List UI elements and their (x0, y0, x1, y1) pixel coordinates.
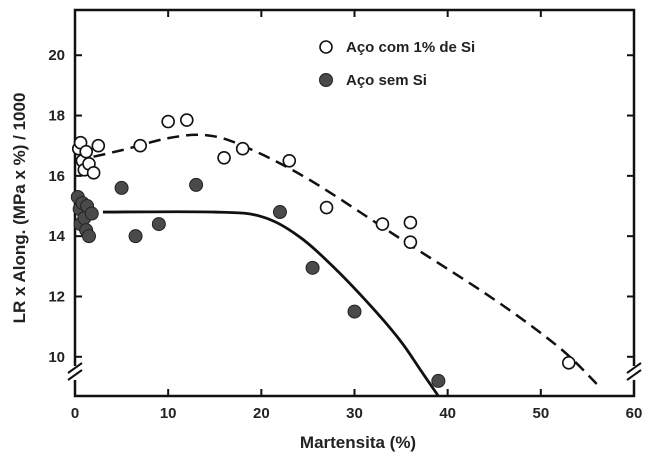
data-point-aco-com-si (217, 150, 231, 165)
data-point-aco-com-si (561, 356, 576, 370)
x-tick-label: 50 (532, 405, 549, 422)
legend-marker-aco-sem-si (319, 73, 333, 87)
data-point-aco-com-si (161, 114, 175, 129)
data-point-aco-com-si (282, 153, 297, 168)
data-point-aco-sem-si (151, 217, 166, 232)
data-point-aco-sem-si (128, 229, 143, 244)
y-tick-label: 12 (48, 288, 65, 305)
x-tick-label: 40 (439, 405, 456, 422)
plot-layer: 0 10 20 30 40 50 60 10 12 14 16 18 20 Aço com 1% de S… (48, 8, 643, 422)
plot-frame (73, 8, 636, 398)
data-point-aco-sem-si (431, 373, 446, 388)
legend-label-aco-com-si: Aço com 1% de Si (346, 39, 475, 56)
data-point-aco-sem-si (347, 304, 362, 319)
data-point-aco-com-si (375, 217, 390, 231)
data-point-aco-com-si (403, 235, 418, 250)
data-point-aco-sem-si (305, 260, 320, 275)
y-tick-label: 10 (48, 349, 65, 366)
y2-axis-break-mark (626, 362, 642, 381)
x-tick-label: 60 (626, 405, 643, 422)
y-axis-break-mark (67, 362, 83, 381)
data-point-aco-com-si (91, 138, 106, 153)
data-point-aco-sem-si (81, 229, 96, 244)
data-point-aco-com-si (319, 200, 334, 215)
data-point-aco-com-si (403, 215, 418, 230)
y2-axis-break-gap (626, 366, 642, 380)
y-axis-label: LR x Along. (MPa x %) / 1000 (10, 92, 29, 324)
data-point-aco-com-si (86, 166, 101, 180)
data-point-aco-sem-si (189, 177, 204, 192)
data-point-aco-sem-si (272, 205, 287, 220)
x-tick-label: 30 (346, 405, 363, 422)
y-tick-label: 14 (48, 228, 65, 245)
x-tick-label: 10 (160, 405, 177, 422)
data-point-aco-com-si (235, 141, 250, 156)
trend-line-aco-com-si (74, 133, 598, 385)
legend-marker-aco-com-si (319, 40, 333, 54)
trend-line-aco-sem-si (102, 210, 440, 397)
y-tick-label: 20 (48, 47, 65, 64)
y-tick-label: 18 (48, 108, 65, 125)
data-point-aco-com-si (79, 144, 93, 159)
x-tick-label: 20 (253, 405, 270, 422)
x-tick-label: 0 (71, 405, 79, 422)
y-tick-label: 16 (48, 168, 65, 185)
data-point-aco-sem-si (114, 180, 129, 195)
data-point-aco-com-si (133, 138, 148, 153)
y-axis-break-gap (67, 366, 83, 380)
data-point-aco-com-si (180, 113, 194, 127)
data-point-aco-sem-si (84, 206, 99, 221)
legend-label-aco-sem-si: Aço sem Si (346, 72, 427, 89)
x-axis-label: Martensita (%) (299, 433, 417, 452)
